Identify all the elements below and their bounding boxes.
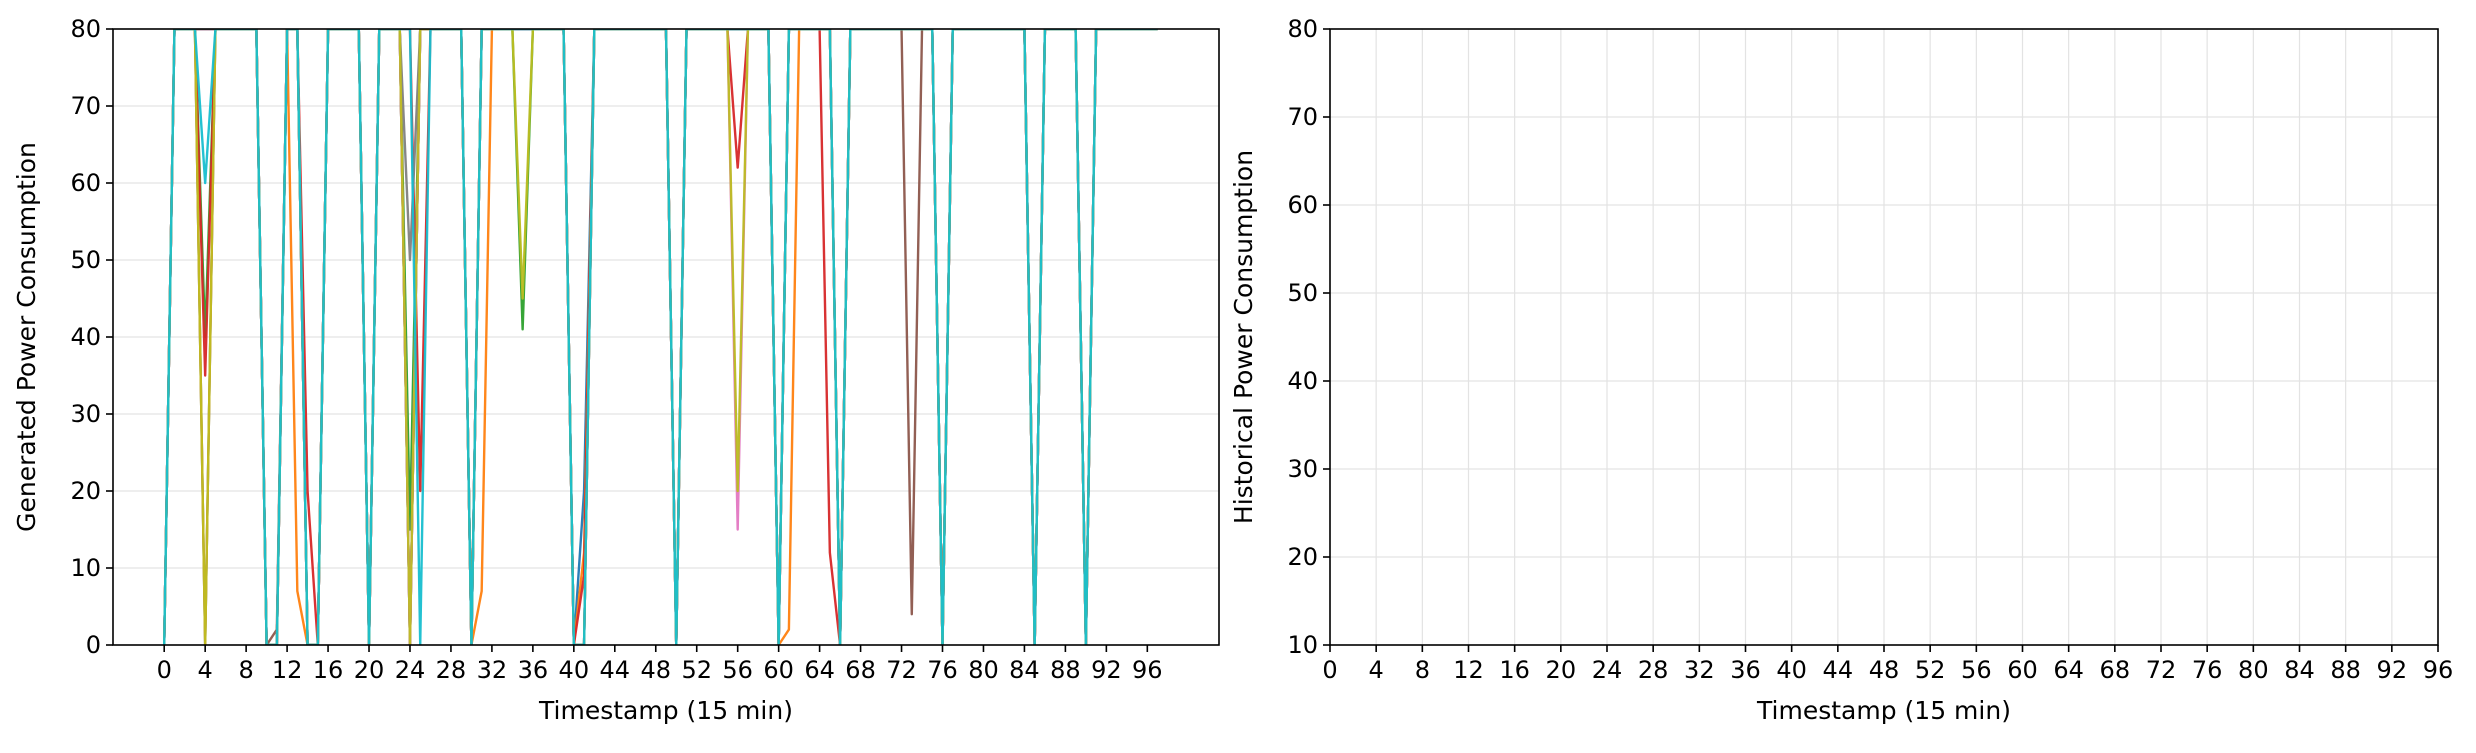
x-tick-label: 32 xyxy=(477,656,508,684)
x-tick-label: 44 xyxy=(1823,656,1854,684)
x-tick-label: 20 xyxy=(354,656,385,684)
x-tick-label: 40 xyxy=(559,656,590,684)
x-tick-label: 72 xyxy=(886,656,917,684)
x-tick-label: 40 xyxy=(1776,656,1807,684)
y-tick-label: 60 xyxy=(70,169,101,197)
x-tick-label: 0 xyxy=(157,656,172,684)
y-axis-label: Generated Power Consumption xyxy=(12,142,41,532)
x-tick-label: 52 xyxy=(1915,656,1946,684)
x-tick-label: 88 xyxy=(2330,656,2361,684)
x-tick-label: 64 xyxy=(2053,656,2084,684)
y-tick-label: 50 xyxy=(70,246,101,274)
x-tick-label: 8 xyxy=(238,656,253,684)
x-tick-label: 84 xyxy=(1009,656,1040,684)
x-tick-label: 8 xyxy=(1415,656,1430,684)
x-tick-label: 68 xyxy=(845,656,876,684)
y-tick-label: 20 xyxy=(1287,543,1318,571)
x-tick-label: 20 xyxy=(1546,656,1577,684)
y-tick-label: 70 xyxy=(1287,103,1318,131)
x-tick-label: 80 xyxy=(2238,656,2269,684)
x-tick-label: 80 xyxy=(968,656,999,684)
x-tick-label: 44 xyxy=(600,656,631,684)
y-axis-label: Historical Power Consumption xyxy=(1229,150,1258,524)
y-tick-label: 80 xyxy=(1287,15,1318,43)
x-tick-label: 4 xyxy=(1369,656,1384,684)
x-tick-label: 56 xyxy=(722,656,753,684)
x-axis-label: Timestamp (15 min) xyxy=(1756,696,2011,725)
x-axis-label: Timestamp (15 min) xyxy=(538,696,793,725)
x-tick-label: 0 xyxy=(1322,656,1337,684)
x-tick-label: 24 xyxy=(1592,656,1623,684)
x-tick-label: 48 xyxy=(1869,656,1900,684)
y-tick-label: 80 xyxy=(70,15,101,43)
x-tick-label: 84 xyxy=(2284,656,2315,684)
x-tick-label: 88 xyxy=(1050,656,1081,684)
x-tick-label: 56 xyxy=(1961,656,1992,684)
x-tick-label: 60 xyxy=(2007,656,2038,684)
x-tick-label: 72 xyxy=(2146,656,2177,684)
x-tick-label: 28 xyxy=(436,656,467,684)
y-tick-label: 50 xyxy=(1287,279,1318,307)
x-tick-label: 76 xyxy=(2192,656,2223,684)
x-tick-label: 60 xyxy=(763,656,794,684)
x-tick-label: 92 xyxy=(2377,656,2408,684)
x-tick-label: 68 xyxy=(2100,656,2131,684)
x-tick-label: 16 xyxy=(1499,656,1530,684)
x-tick-label: 92 xyxy=(1091,656,1122,684)
y-tick-label: 40 xyxy=(70,323,101,351)
y-tick-label: 10 xyxy=(70,554,101,582)
x-tick-label: 52 xyxy=(681,656,712,684)
y-tick-label: 70 xyxy=(70,92,101,120)
y-tick-label: 0 xyxy=(86,631,101,659)
y-tick-label: 10 xyxy=(1287,631,1318,659)
x-tick-label: 24 xyxy=(395,656,426,684)
y-tick-label: 20 xyxy=(70,477,101,505)
x-tick-label: 64 xyxy=(804,656,835,684)
x-tick-label: 48 xyxy=(640,656,671,684)
y-tick-label: 30 xyxy=(1287,455,1318,483)
x-tick-label: 36 xyxy=(518,656,549,684)
x-tick-label: 96 xyxy=(1132,656,1163,684)
x-tick-label: 12 xyxy=(272,656,303,684)
x-tick-label: 16 xyxy=(313,656,344,684)
y-tick-label: 40 xyxy=(1287,367,1318,395)
x-tick-label: 36 xyxy=(1730,656,1761,684)
x-tick-label: 32 xyxy=(1684,656,1715,684)
x-tick-label: 12 xyxy=(1453,656,1484,684)
y-tick-label: 30 xyxy=(70,400,101,428)
x-tick-label: 28 xyxy=(1638,656,1669,684)
y-tick-label: 60 xyxy=(1287,191,1318,219)
x-tick-label: 76 xyxy=(927,656,958,684)
x-tick-label: 4 xyxy=(198,656,213,684)
x-tick-label: 96 xyxy=(2423,656,2454,684)
